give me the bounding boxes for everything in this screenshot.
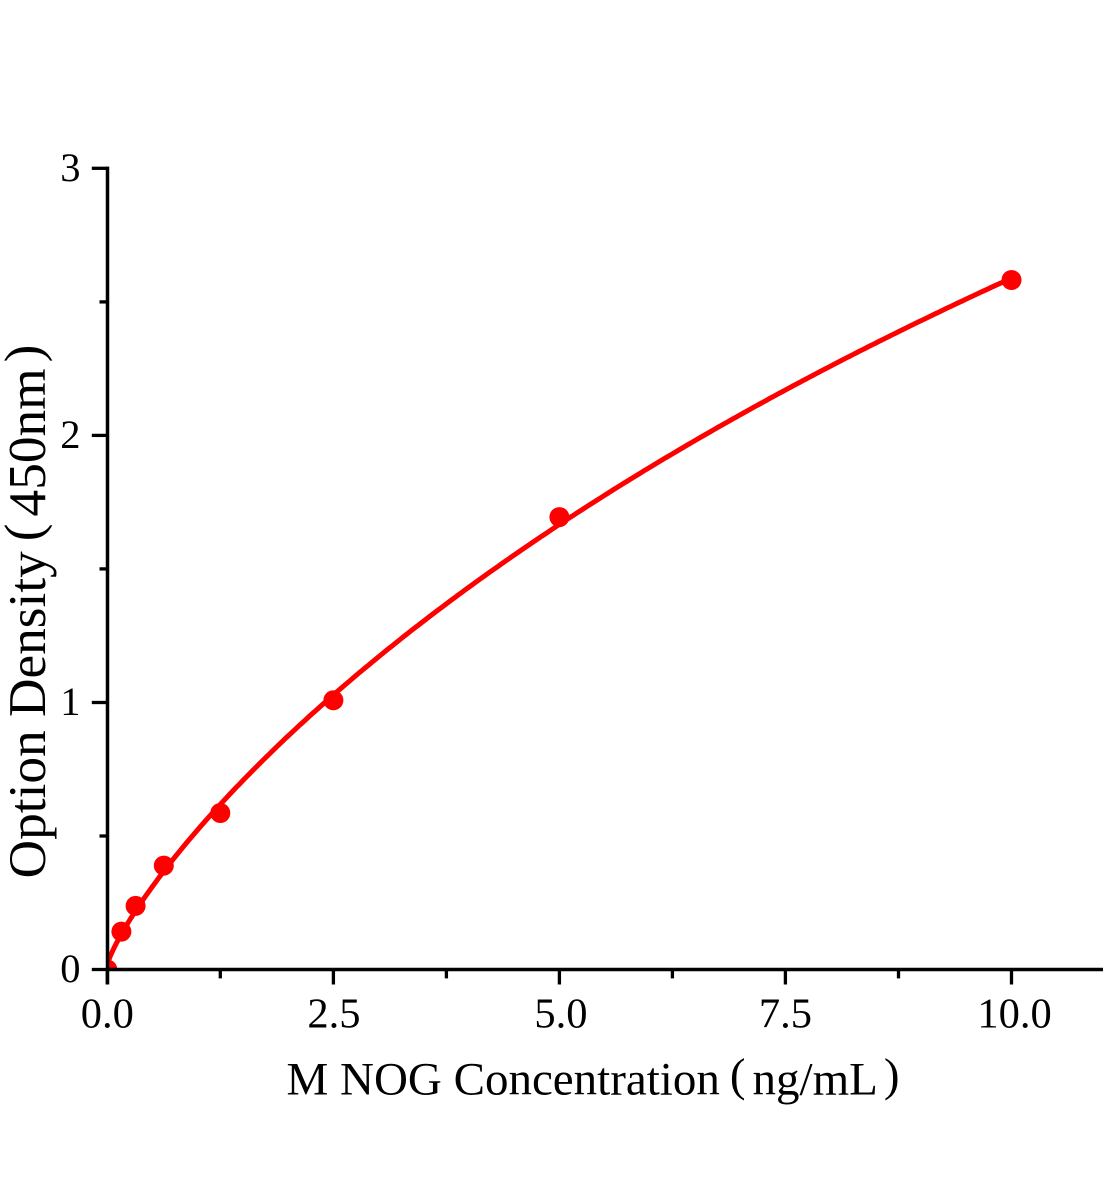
svg-text:0: 0: [60, 946, 80, 991]
svg-text:5.0: 5.0: [534, 990, 587, 1037]
svg-text:2: 2: [60, 412, 80, 457]
svg-text:10.0: 10.0: [977, 990, 1051, 1037]
svg-text:0.0: 0.0: [81, 990, 134, 1037]
svg-text:3: 3: [60, 145, 80, 190]
svg-text:M NOG Concentration(ng/mL): M NOG Concentration(ng/mL): [286, 1050, 899, 1106]
svg-text:2.5: 2.5: [307, 990, 360, 1037]
svg-text:7.5: 7.5: [759, 990, 812, 1037]
svg-text:1: 1: [60, 679, 80, 724]
svg-text:Option Density(450nm): Option Density(450nm): [0, 345, 57, 879]
